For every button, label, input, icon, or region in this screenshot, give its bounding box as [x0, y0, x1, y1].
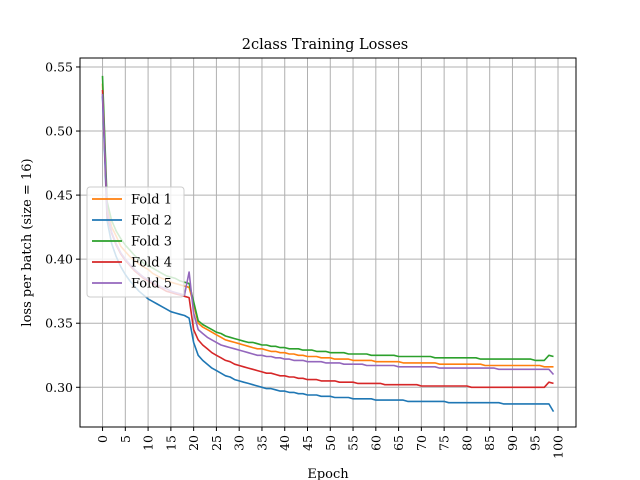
legend-label: Fold 3 [131, 235, 172, 250]
x-tick-label: 75 [437, 435, 452, 451]
y-tick-label: 0.45 [45, 188, 73, 203]
x-tick-label: 45 [300, 435, 315, 451]
x-axis-label: Epoch [307, 467, 349, 480]
legend-entries: Fold 1 Fold 2 Fold 3 Fold 4 Fold 5 [92, 193, 172, 292]
y-tick-label: 0.55 [45, 59, 73, 74]
legend-label: Fold 1 [131, 193, 172, 208]
x-tick-label: 80 [459, 435, 474, 451]
y-axis-ticks: 0.30 0.35 0.40 0.45 0.50 0.55 [45, 59, 80, 395]
x-tick-label: 10 [141, 435, 156, 451]
x-tick-label: 15 [163, 435, 178, 451]
x-tick-label: 40 [277, 435, 292, 451]
x-tick-label: 5 [118, 435, 133, 443]
x-tick-label: 90 [505, 435, 520, 451]
series-line-fold-2 [101, 96, 555, 413]
chart-title: 2class Training Losses [242, 37, 408, 53]
legend-box [86, 186, 185, 298]
x-tick-label: 35 [254, 435, 269, 451]
x-tick-label: 100 [551, 435, 566, 459]
y-axis-label: loss per batch (size = 16) [20, 158, 35, 326]
legend: Fold 1 Fold 2 Fold 3 Fold 4 Fold 5 [86, 186, 185, 298]
y-tick-label: 0.30 [45, 380, 73, 395]
x-tick-label: 20 [186, 435, 201, 451]
y-tick-label: 0.35 [45, 316, 73, 331]
x-tick-label: 85 [482, 435, 497, 451]
x-tick-label: 70 [414, 435, 429, 451]
legend-label: Fold 2 [131, 214, 172, 229]
x-axis-ticks: 0 5 10 15 20 25 30 35 40 45 50 55 60 65 70 75 80 85 90 95 10… [95, 427, 566, 459]
grid [80, 58, 576, 427]
plot-frame [79, 57, 577, 428]
legend-label: Fold 4 [131, 256, 172, 271]
x-tick-label: 95 [528, 435, 543, 451]
x-tick-label: 30 [232, 435, 247, 451]
y-tick-label: 0.40 [45, 252, 73, 267]
x-tick-label: 55 [346, 435, 361, 451]
x-tick-label: 50 [323, 435, 338, 451]
x-tick-label: 65 [391, 435, 406, 451]
x-tick-label: 0 [95, 435, 110, 443]
legend-label: Fold 5 [131, 277, 172, 292]
x-tick-label: 60 [368, 435, 383, 451]
y-tick-label: 0.50 [45, 124, 73, 139]
x-tick-label: 25 [209, 435, 224, 451]
